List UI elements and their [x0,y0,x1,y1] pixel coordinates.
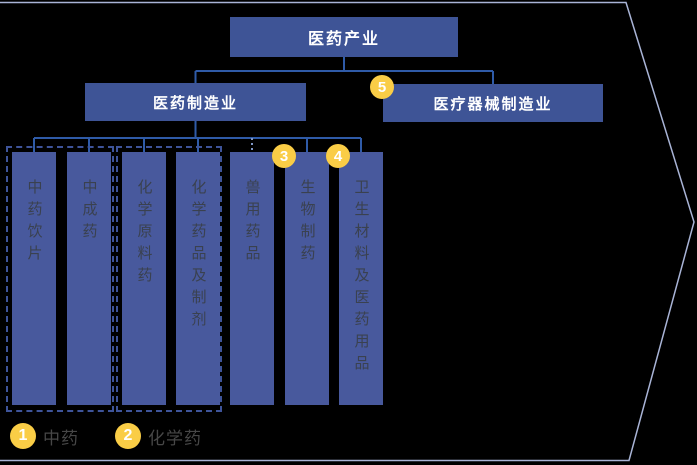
bar-sanitary-materials-supplies-label: 卫生材料及医药用品 [352,179,370,377]
numbered-badge-4: 4 [326,144,350,168]
group-frame-chemical-medicine [116,146,222,412]
bar-veterinary-drugs: 兽用药品 [230,152,274,405]
bar-chemical-api-label: 化学原料药 [135,179,153,289]
numbered-badge-1: 1 [10,423,36,449]
bar-chemical-drug-preparations: 化学药品及制剂 [176,152,220,405]
legend-item-traditional-medicine: 1 中药 [10,423,79,449]
bar-chemical-api: 化学原料药 [122,152,166,405]
numbered-badge-3: 3 [272,144,296,168]
bar-chemical-drug-preparations-label: 化学药品及制剂 [189,179,207,333]
node-medical-device-manufacturing: 医疗器械制造业 [383,84,603,122]
bar-tcm-decoction-pieces-label: 中药饮片 [25,179,43,267]
tree-connectors [33,57,494,152]
bar-veterinary-drugs-label: 兽用药品 [243,179,261,267]
node-medical-device-manufacturing-label: 医疗器械制造业 [433,95,553,113]
group-frame-traditional-medicine [6,146,114,412]
numbered-badge-5: 5 [370,75,394,99]
node-pharma-manufacturing: 医药制造业 [85,83,306,121]
legend-label-traditional-medicine: 中药 [43,428,79,448]
numbered-badge-2: 2 [115,423,141,449]
node-pharma-industry-label: 医药产业 [307,31,380,48]
legend-label-chemical-medicine: 化学药 [148,428,202,448]
bar-chinese-patent-medicine: 中成药 [67,152,111,405]
bar-tcm-decoction-pieces: 中药饮片 [12,152,56,405]
bar-chinese-patent-medicine-label: 中成药 [80,179,98,245]
legend-item-chemical-medicine: 2 化学药 [115,423,202,449]
node-pharma-manufacturing-label: 医药制造业 [152,94,238,112]
node-pharma-industry: 医药产业 [230,17,458,57]
bar-sanitary-materials-supplies: 卫生材料及医药用品 [339,152,383,405]
bar-biopharmaceuticals: 生物制药 [285,152,329,405]
bar-biopharmaceuticals-label: 生物制药 [298,179,316,267]
